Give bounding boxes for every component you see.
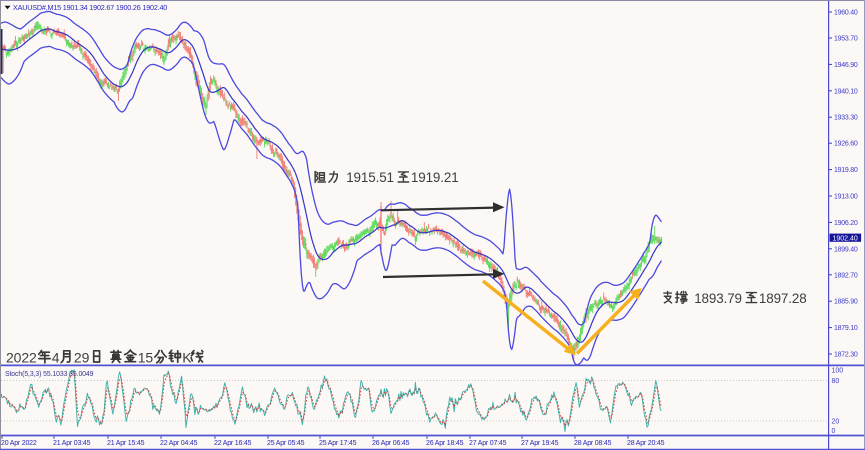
svg-text:2022: 2022 — [6, 349, 37, 365]
svg-text:1919.21: 1919.21 — [411, 170, 459, 185]
svg-text:Stoch(5,3,3) 55.1033 35.0049: Stoch(5,3,3) 55.1033 35.0049 — [5, 371, 94, 378]
svg-text:21 Apr 03:45: 21 Apr 03:45 — [53, 440, 91, 447]
svg-text:80: 80 — [832, 378, 840, 385]
svg-text:25 Apr 17:45: 25 Apr 17:45 — [319, 440, 357, 447]
svg-text:25 Apr 05:45: 25 Apr 05:45 — [267, 440, 305, 447]
svg-text:1902.40: 1902.40 — [833, 235, 858, 242]
svg-text:0: 0 — [832, 428, 836, 435]
svg-text:1953.70: 1953.70 — [834, 36, 858, 43]
svg-text:26 Apr 06:45: 26 Apr 06:45 — [372, 440, 410, 447]
svg-text:22 Apr 16:45: 22 Apr 16:45 — [214, 440, 252, 447]
svg-text:XAUUSD#,M15 1901.34 1902.67 1: XAUUSD#,M15 1901.34 1902.67 1900.26 1902… — [13, 3, 167, 12]
svg-text:1946.90: 1946.90 — [834, 62, 858, 69]
svg-text:1960.40: 1960.40 — [834, 10, 858, 17]
svg-text:1893.79: 1893.79 — [694, 291, 742, 306]
svg-text:1899.40: 1899.40 — [834, 246, 858, 253]
svg-text:15: 15 — [138, 349, 154, 365]
svg-text:1940.10: 1940.10 — [834, 88, 858, 95]
svg-text:1897.28: 1897.28 — [759, 291, 807, 306]
svg-text:27 Apr 07:45: 27 Apr 07:45 — [469, 440, 507, 447]
svg-text:1926.60: 1926.60 — [834, 141, 858, 148]
svg-text:1872.30: 1872.30 — [834, 352, 858, 359]
svg-text:26 Apr 18:45: 26 Apr 18:45 — [426, 440, 464, 447]
svg-text:1933.30: 1933.30 — [834, 115, 858, 122]
svg-text:1906.20: 1906.20 — [834, 220, 858, 227]
svg-text:29: 29 — [74, 349, 90, 365]
svg-text:21 Apr 15:45: 21 Apr 15:45 — [107, 440, 145, 447]
svg-text:1913.00: 1913.00 — [834, 194, 858, 201]
svg-text:K: K — [182, 349, 192, 365]
svg-text:1892.70: 1892.70 — [834, 272, 858, 279]
svg-text:28 Apr 20:45: 28 Apr 20:45 — [627, 440, 665, 447]
svg-text:22 Apr 04:45: 22 Apr 04:45 — [160, 440, 198, 447]
svg-text:20: 20 — [832, 418, 840, 425]
svg-text:1919.80: 1919.80 — [834, 167, 858, 174]
svg-text:4: 4 — [52, 349, 60, 365]
svg-text:28 Apr 08:45: 28 Apr 08:45 — [574, 440, 612, 447]
svg-text:1879.10: 1879.10 — [834, 325, 858, 332]
svg-text:27 Apr 19:45: 27 Apr 19:45 — [521, 440, 559, 447]
svg-text:1885.90: 1885.90 — [834, 299, 858, 306]
svg-text:100: 100 — [832, 368, 844, 375]
svg-text:1915.51: 1915.51 — [346, 170, 394, 185]
svg-text:20 Apr 2022: 20 Apr 2022 — [1, 440, 37, 447]
